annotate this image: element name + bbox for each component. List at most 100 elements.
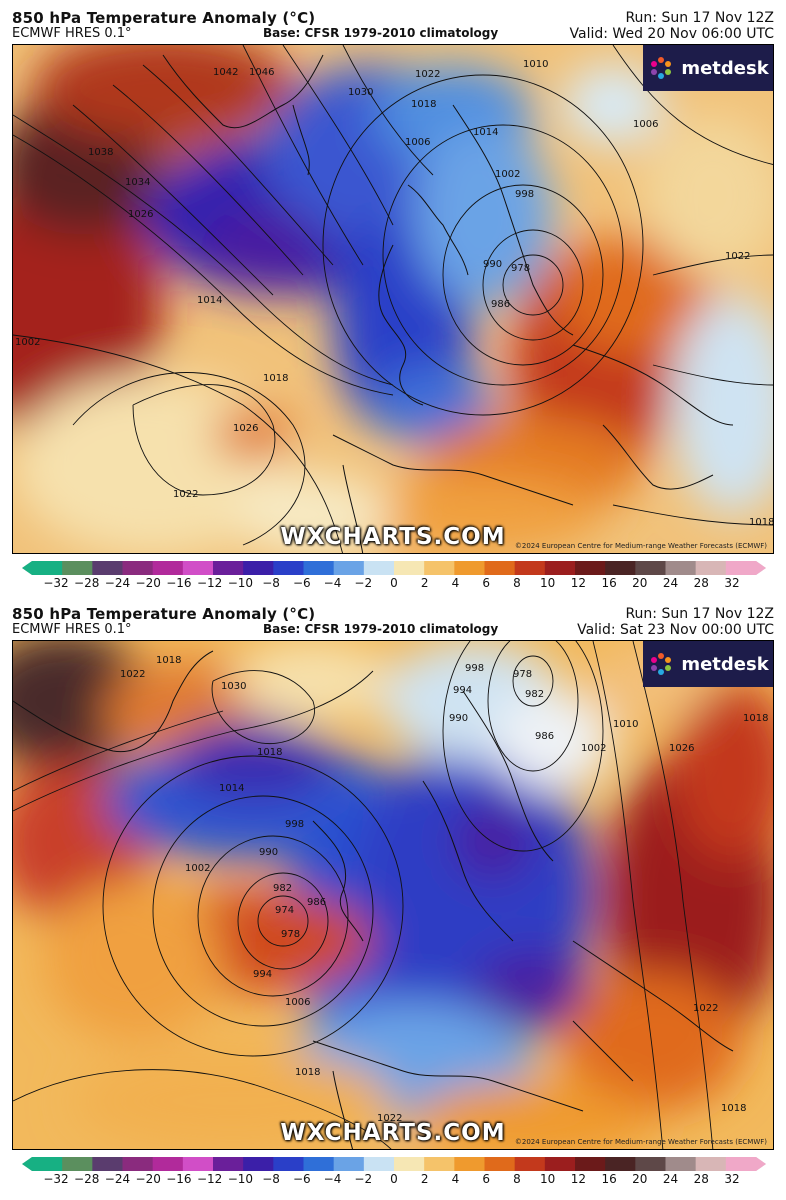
- colorbar-swatch: [725, 561, 757, 575]
- colorbar-swatch: [394, 1157, 425, 1171]
- colorbar-tick-label: 16: [601, 1172, 617, 1186]
- colorbar-gradient: [22, 1157, 766, 1171]
- isobar-label: 1006: [285, 997, 310, 1008]
- colorbar-tick-label: 6: [482, 1172, 490, 1186]
- isobar-label: 994: [453, 685, 472, 696]
- isobar-label: 986: [535, 731, 554, 742]
- colorbar-swatch: [182, 561, 214, 575]
- isobar-label: 990: [259, 847, 278, 858]
- isobar-label: 1002: [185, 863, 210, 874]
- colorbar-tick-label: −12: [196, 576, 223, 590]
- colorbar-swatch: [695, 1157, 727, 1171]
- metdesk-flower-icon: [651, 57, 672, 79]
- colorbar-swatch: [575, 561, 606, 575]
- isobar-label: 1018: [295, 1067, 320, 1078]
- colorbar-min-arrow: [22, 1157, 32, 1171]
- colorbar-swatch: [122, 1157, 154, 1171]
- isobar-labels: 1046 1042 1038 1034 1030 1026 1022 1018 …: [15, 59, 773, 528]
- isobar-label: 1002: [495, 169, 520, 180]
- colorbar-swatch: [454, 561, 485, 575]
- colorbar-tick-label: 4: [451, 576, 460, 590]
- colorbar-swatch: [213, 561, 244, 575]
- colorbar-tick-label: −10: [227, 576, 254, 590]
- chart-title: 850 hPa Temperature Anomaly (°C): [12, 605, 316, 623]
- colorbar-tick-label: −28: [74, 1172, 100, 1186]
- run-label: Run: Sun 17 Nov 12Z: [625, 606, 774, 622]
- isobar-label: 1002: [15, 337, 40, 348]
- colorbar-swatch: [92, 1157, 123, 1171]
- colorbar-swatch: [303, 561, 335, 575]
- isobar-label: 1022: [377, 1113, 402, 1124]
- isobar-label: 1002: [581, 743, 606, 754]
- colorbar-swatch: [152, 561, 184, 575]
- colorbar-swatch: [62, 1157, 93, 1171]
- colorbar-swatch: [454, 1157, 485, 1171]
- colorbar-swatch: [62, 561, 93, 575]
- isobar-label: 1014: [219, 783, 244, 794]
- colorbar-tick-label: 0: [390, 576, 398, 590]
- isobar-label: 1038: [88, 147, 113, 158]
- colorbar-tick-label: 10: [539, 576, 556, 590]
- colorbar-swatch: [333, 1157, 365, 1171]
- colorbar-swatch: [394, 561, 425, 575]
- colorbar-swatch: [605, 561, 636, 575]
- colorbar-tick-label: −2: [354, 1172, 373, 1186]
- colorbar-max-arrow: [756, 561, 766, 575]
- colorbar-tick-label: −32: [43, 1172, 69, 1186]
- colorbar-tick-label: 24: [662, 1172, 679, 1186]
- colorbar-swatch: [514, 561, 546, 575]
- colorbar-swatch: [424, 561, 455, 575]
- colorbar-tick-label: 32: [724, 1172, 740, 1186]
- colorbar-swatch: [333, 561, 365, 575]
- map-area: 1046 1042 1038 1034 1030 1026 1022 1018 …: [12, 44, 774, 554]
- isobar-label: 1010: [523, 59, 548, 70]
- isobar-label: 1022: [693, 1003, 718, 1014]
- colorbar-tick-label: −8: [262, 1172, 280, 1186]
- isobar-label: 998: [285, 819, 304, 830]
- colorbar-tick-label: 2: [420, 576, 429, 590]
- colorbar-tick-label: −6: [292, 576, 311, 590]
- isobar-label: 1006: [405, 137, 430, 148]
- colorbar-tick-label: 2: [420, 1172, 429, 1186]
- isobar-label: 1042: [213, 67, 238, 78]
- colorbar-swatch: [122, 561, 154, 575]
- colorbar-tick-label: 32: [724, 576, 740, 590]
- colorbar-tick-label: 20: [632, 1172, 648, 1186]
- isobar-label: 978: [513, 669, 532, 680]
- colorbar-tick-label: 12: [570, 1172, 586, 1186]
- colorbar-swatch: [605, 1157, 636, 1171]
- colorbar-tick-label: −32: [43, 576, 69, 590]
- colorbar-swatch: [213, 1157, 244, 1171]
- colorbar-swatch: [363, 1157, 395, 1171]
- colorbar-swatch: [32, 1157, 63, 1171]
- colorbar-tick-label: −2: [354, 576, 373, 590]
- metdesk-flower-icon: [651, 653, 672, 675]
- colorbar-tick-label: 0: [390, 1172, 398, 1186]
- isobar-label: 994: [253, 969, 272, 980]
- colorbar-tick-label: −28: [74, 576, 100, 590]
- isobar-label: 982: [525, 689, 544, 700]
- colorbar-tick-label: 10: [539, 1172, 556, 1186]
- isobar-label: 1014: [197, 295, 222, 306]
- colorbar-tick-label: 28: [693, 1172, 709, 1186]
- isobar-label: 974: [275, 905, 294, 916]
- colorbar-tick-label: 16: [601, 576, 617, 590]
- colorbar-swatch: [484, 561, 516, 575]
- model-label: ECMWF HRES 0.1°: [12, 622, 132, 637]
- isobar-label: 1018: [721, 1103, 746, 1114]
- isobar-label: 982: [273, 883, 292, 894]
- valid-label: Valid: Sat 23 Nov 00:00 UTC: [577, 622, 774, 638]
- colorbar-swatch: [243, 561, 274, 575]
- isobar-label: 1022: [725, 251, 750, 262]
- isobar-label: 978: [281, 929, 300, 940]
- isobar-label: 1046: [249, 67, 274, 78]
- colorbar-tick-label: 24: [662, 576, 679, 590]
- colorbar-swatch: [575, 1157, 606, 1171]
- colorbar: −32 −28 −24 −20 −16 −12 −10 −8 −6 −4 −2 0 2 4 6 8 10 12 16…: [22, 1156, 766, 1190]
- isobar-labels: 1018 1022 1030 1018 1014 998 990 1002 98…: [120, 655, 768, 1124]
- colorbar-swatch: [665, 1157, 697, 1171]
- isobar-label: 986: [307, 897, 326, 908]
- isobar-label: 1026: [669, 743, 694, 754]
- colorbar-swatch: [635, 1157, 666, 1171]
- isobar-label: 990: [449, 713, 468, 724]
